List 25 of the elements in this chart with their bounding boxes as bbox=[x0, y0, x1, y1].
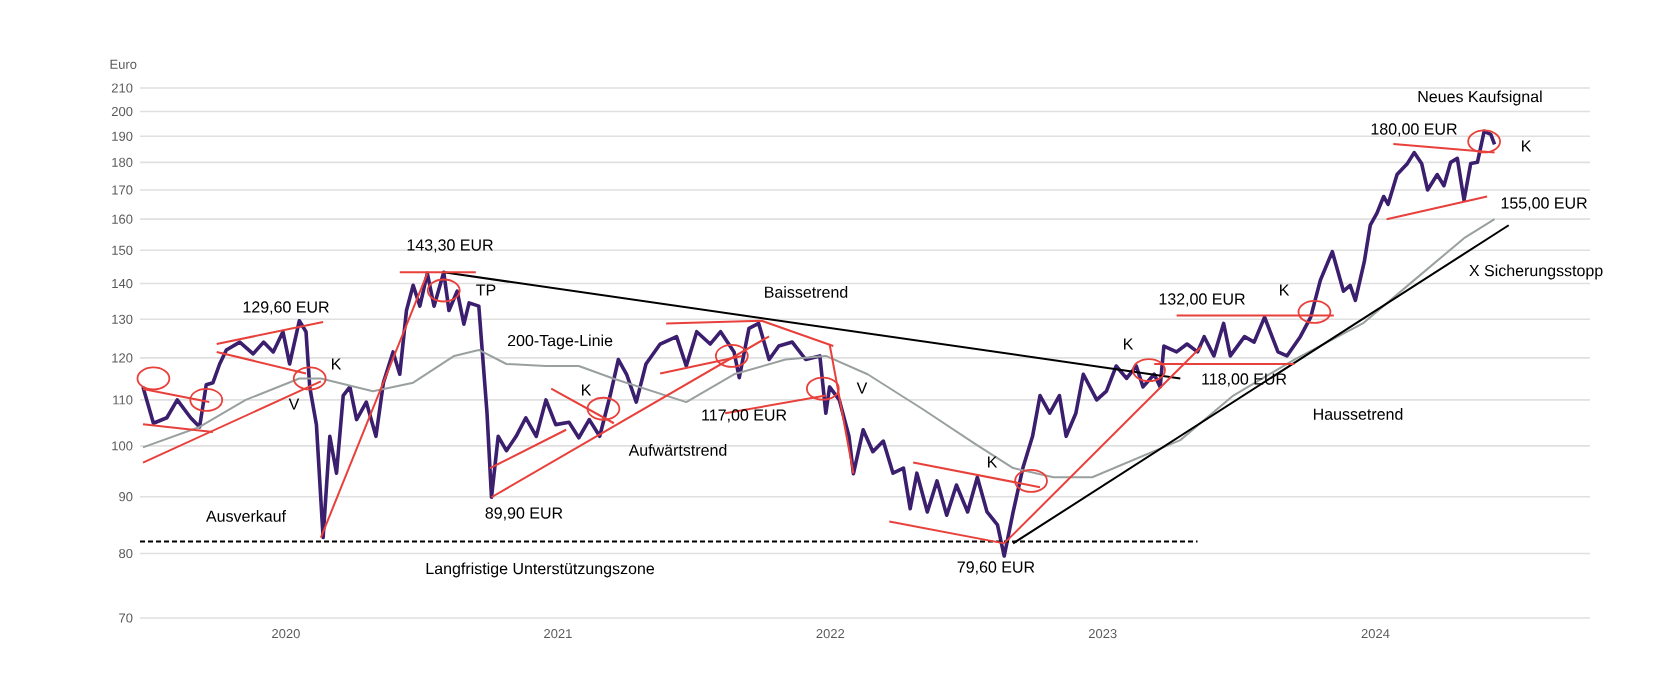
annotation: K bbox=[582, 384, 592, 396]
annotation: 155,00 EUR bbox=[1501, 197, 1587, 211]
annotation: K bbox=[988, 456, 998, 468]
annotation: 132,00 EUR bbox=[1159, 293, 1245, 307]
annotation: 143,30 EUR bbox=[407, 239, 493, 253]
annotation: 180,00 EUR bbox=[1371, 123, 1457, 137]
annotation: Aufwärtstrend bbox=[628, 444, 727, 456]
annotation: V bbox=[856, 382, 868, 394]
annotation: Langfristige Unterstützungszone bbox=[426, 562, 655, 578]
annotation: K bbox=[1522, 140, 1532, 152]
annotation: 79,60 EUR bbox=[957, 561, 1035, 575]
annotation: 117,00 EUR bbox=[702, 409, 787, 423]
annotation: K bbox=[1280, 284, 1290, 296]
annotation: K bbox=[332, 358, 342, 370]
annotation: Haussetrend bbox=[1313, 408, 1403, 420]
annotation: V bbox=[288, 398, 300, 410]
annotation: Baissetrend bbox=[765, 286, 848, 298]
annotation: TP bbox=[476, 284, 496, 296]
annotation: 200-Tage-Linie bbox=[507, 334, 613, 350]
annotation: Ausverkauf bbox=[206, 510, 287, 522]
annotation: 129,60 EUR bbox=[243, 301, 329, 315]
annotation: 89,90 EUR bbox=[485, 507, 563, 521]
annotation: K bbox=[1124, 338, 1134, 350]
annotation: X Sicherungsstopp bbox=[1469, 264, 1603, 280]
annotation: Neues Kaufsignal bbox=[1418, 90, 1542, 106]
